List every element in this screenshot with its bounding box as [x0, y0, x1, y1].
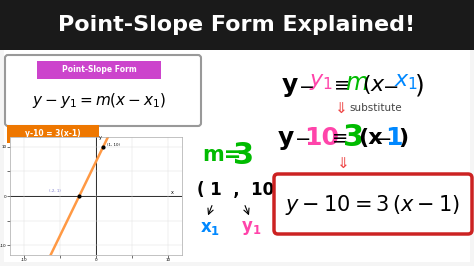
- Text: $x_1$: $x_1$: [394, 72, 418, 92]
- Text: 1: 1: [385, 126, 402, 150]
- FancyBboxPatch shape: [7, 125, 99, 143]
- FancyBboxPatch shape: [37, 61, 161, 79]
- Text: 10: 10: [304, 126, 339, 150]
- Text: $m$: $m$: [345, 71, 368, 95]
- Text: m=: m=: [202, 145, 241, 165]
- Text: x: x: [171, 190, 174, 194]
- Text: substitute: substitute: [349, 103, 401, 113]
- Text: $(x$: $(x$: [362, 73, 386, 97]
- Text: $-$: $-$: [382, 76, 398, 94]
- Text: (-2, 1): (-2, 1): [49, 189, 61, 193]
- Text: $-$: $-$: [298, 76, 314, 94]
- Text: (x: (x: [358, 128, 383, 148]
- Text: $\Downarrow$: $\Downarrow$: [332, 101, 346, 115]
- Text: Point-Slope Form Explained!: Point-Slope Form Explained!: [58, 15, 416, 35]
- Text: ( 1  ,  10 ): ( 1 , 10 ): [197, 181, 287, 199]
- Text: $y_1$: $y_1$: [309, 72, 333, 92]
- Text: $\Downarrow$: $\Downarrow$: [334, 156, 349, 171]
- Text: $\equiv$: $\equiv$: [330, 76, 350, 94]
- Text: $y-10=3\,(x-1)$: $y-10=3\,(x-1)$: [285, 193, 461, 217]
- Text: y: y: [282, 73, 298, 97]
- Text: y: y: [99, 135, 102, 140]
- Text: $\mathbf{x_1}$: $\mathbf{x_1}$: [200, 219, 220, 237]
- Text: 3: 3: [343, 123, 364, 152]
- Text: $-$: $-$: [294, 128, 310, 148]
- Text: $-$: $-$: [375, 128, 391, 148]
- Text: $\mathbf{y_1}$: $\mathbf{y_1}$: [241, 219, 261, 237]
- FancyBboxPatch shape: [0, 0, 474, 50]
- Text: y: y: [278, 126, 294, 150]
- Text: ): ): [398, 128, 408, 148]
- FancyBboxPatch shape: [274, 174, 472, 234]
- Text: $y - y_1 = m(x - x_1)$: $y - y_1 = m(x - x_1)$: [32, 90, 166, 110]
- Text: (1, 10): (1, 10): [107, 143, 120, 147]
- Text: 3: 3: [233, 140, 254, 169]
- FancyBboxPatch shape: [4, 50, 470, 262]
- FancyBboxPatch shape: [5, 55, 201, 126]
- Text: $\equiv$: $\equiv$: [328, 128, 348, 148]
- Text: $)$: $)$: [414, 72, 424, 98]
- Text: Point-Slope Form: Point-Slope Form: [62, 65, 137, 74]
- Text: y-10 = 3(x-1): y-10 = 3(x-1): [25, 130, 81, 139]
